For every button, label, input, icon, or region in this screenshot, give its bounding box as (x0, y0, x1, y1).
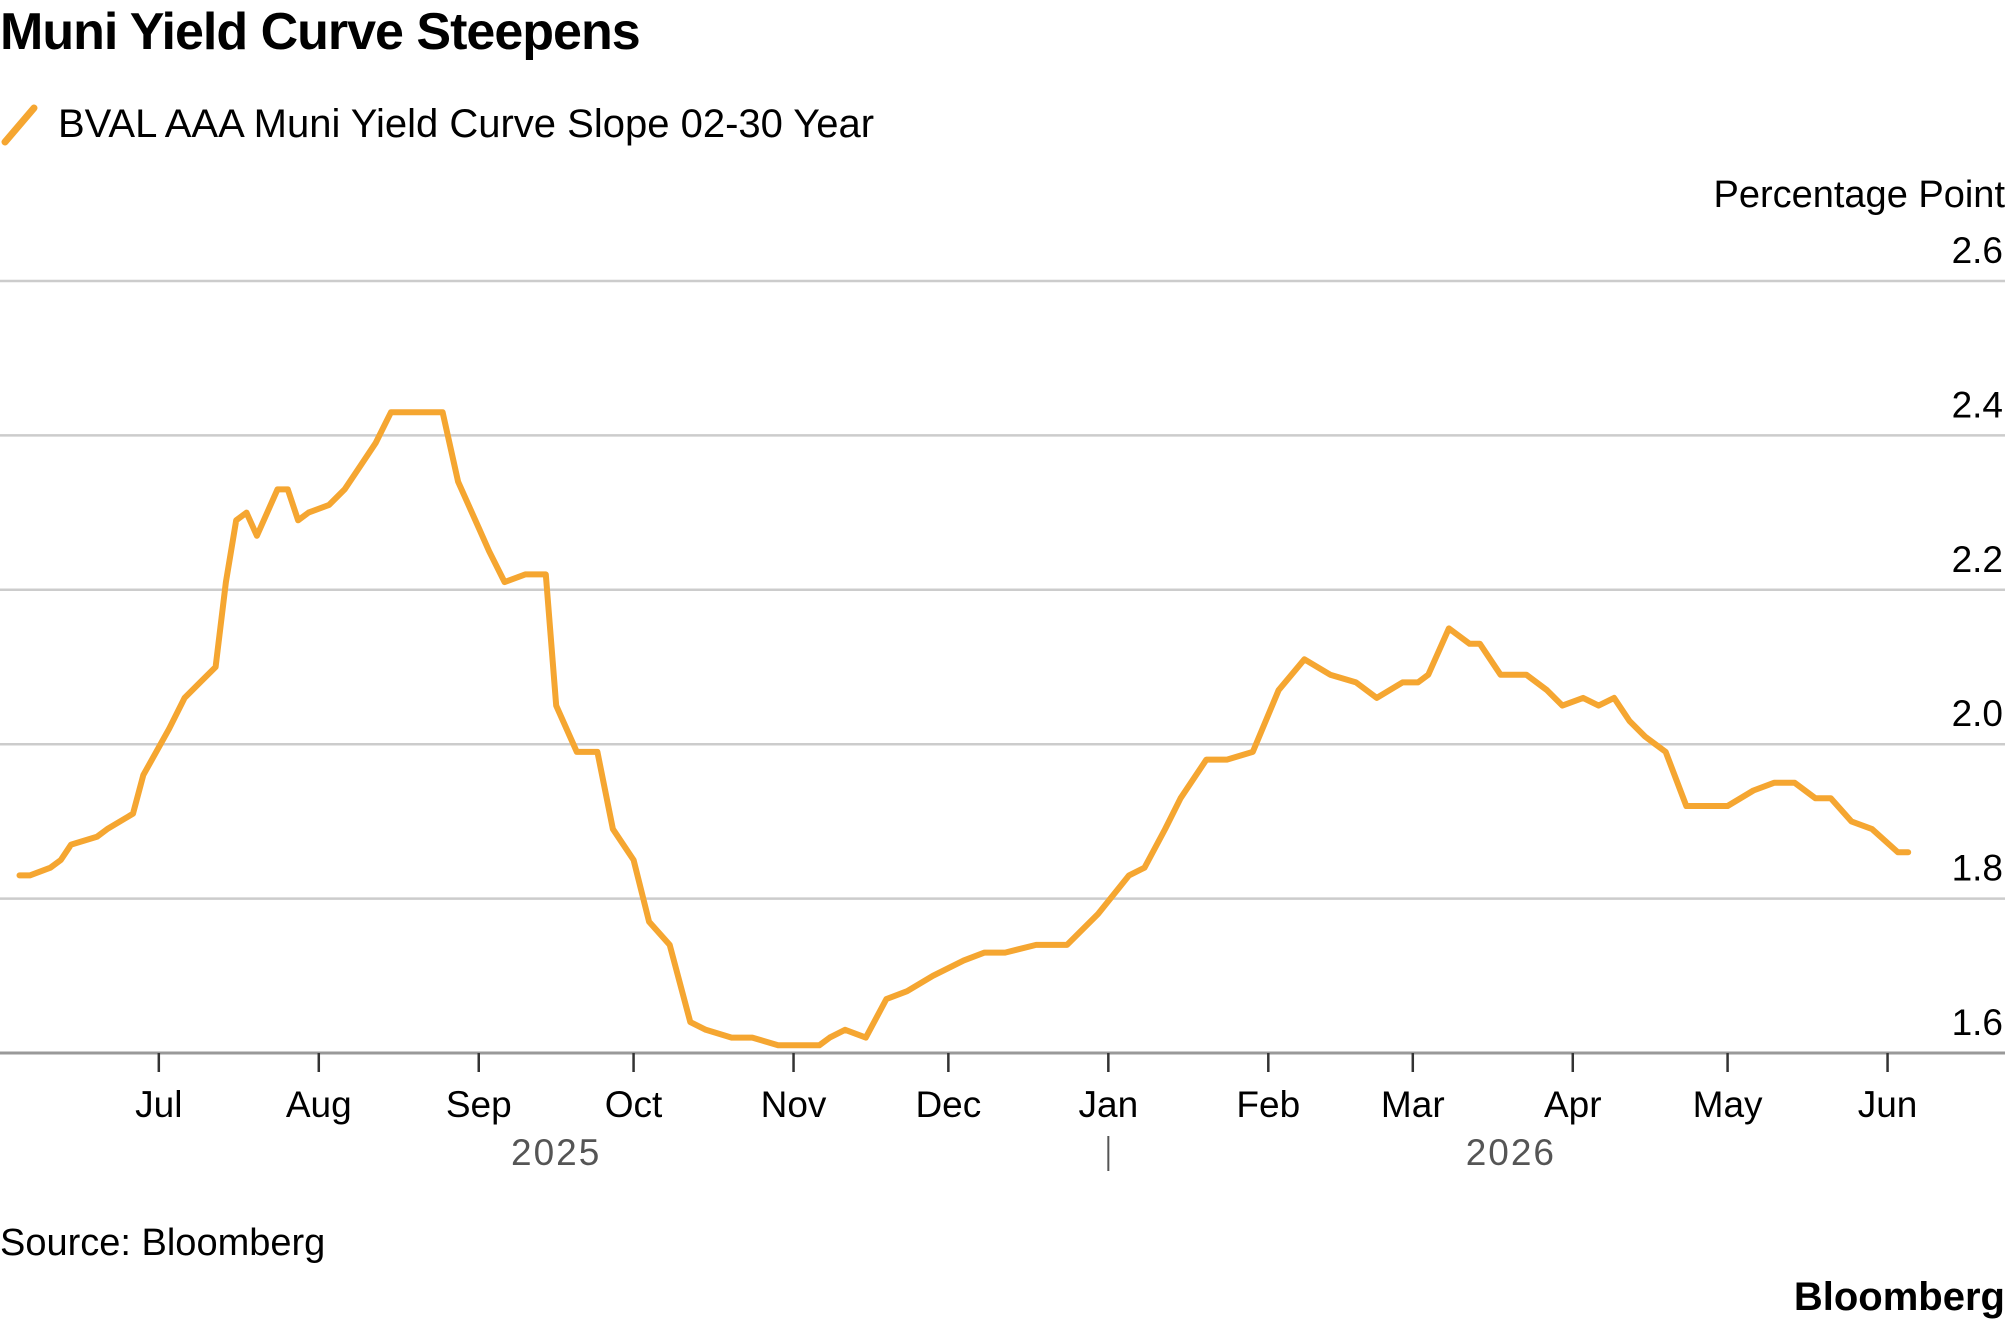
source-note: Source: Bloomberg (0, 1222, 326, 1264)
x-tick-label: Mar (1381, 1084, 1445, 1125)
y-axis-unit-label: Percentage Point (1713, 174, 2005, 216)
chart-title: Muni Yield Curve Steepens (0, 3, 641, 61)
legend: BVAL AAA Muni Yield Curve Slope 02-30 Ye… (0, 98, 874, 150)
y-tick-label: 2.2 (1952, 539, 2003, 580)
bloomberg-logo: Bloomberg (1793, 1275, 2005, 1319)
year-label: 2026 (1466, 1132, 1556, 1173)
x-tick-label: Jan (1079, 1084, 1139, 1125)
x-tick-label: Nov (761, 1084, 827, 1125)
legend-label: BVAL AAA Muni Yield Curve Slope 02-30 Ye… (58, 101, 875, 146)
x-tick-label: Sep (446, 1084, 512, 1125)
y-axis: 1.6 1.8 2.0 2.2 2.4 2.6 (1952, 230, 2003, 1043)
y-tick-label: 2.4 (1952, 384, 2003, 425)
series-layer (16, 409, 1912, 1049)
x-tick-label: Jun (1858, 1084, 1918, 1125)
x-tick-label: Feb (1236, 1084, 1300, 1125)
y-tick-label: 1.6 (1952, 1002, 2003, 1043)
x-tick-label: Jul (135, 1084, 182, 1125)
series-line (16, 409, 1912, 1049)
gridlines (0, 279, 2005, 1055)
x-tick-label: May (1693, 1084, 1763, 1125)
y-tick-label: 2.0 (1952, 693, 2003, 734)
x-tick-label: Aug (286, 1084, 352, 1125)
y-tick-label: 2.6 (1952, 230, 2003, 271)
x-tick-label: Dec (915, 1084, 981, 1125)
x-axis: Jul Aug Sep Oct Nov Dec Jan Feb Mar Apr May Jun 2025… (135, 1053, 1917, 1173)
year-label: 2025 (511, 1132, 601, 1173)
y-tick-label: 1.8 (1952, 848, 2003, 889)
x-tick-label: Oct (605, 1084, 663, 1125)
legend-swatch (1, 104, 38, 146)
x-tick-label: Apr (1544, 1084, 1602, 1125)
